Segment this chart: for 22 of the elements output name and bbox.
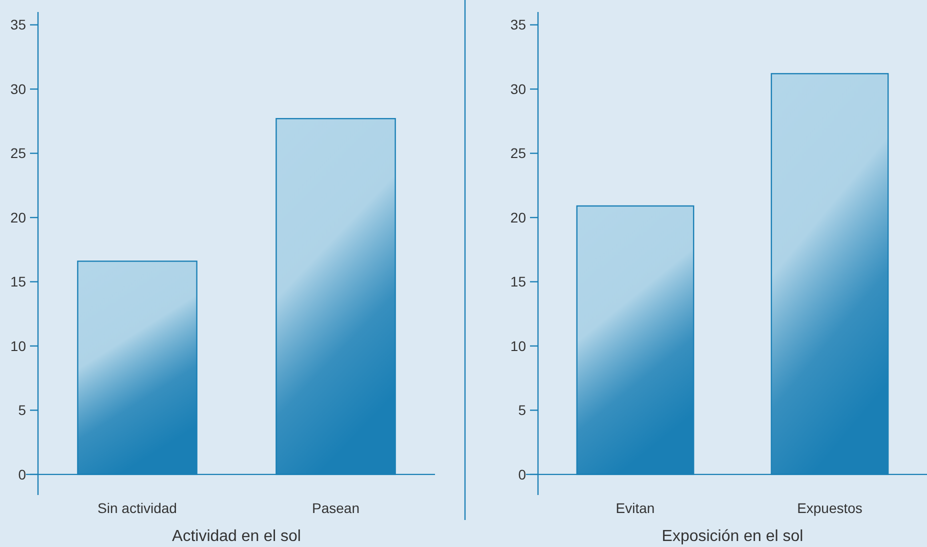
x-tick-label: Sin actividad: [98, 500, 177, 516]
x-tick-label: Expuestos: [797, 500, 862, 516]
y-tick-label: 0: [518, 466, 526, 482]
x-tick-label: Pasean: [312, 500, 360, 516]
x-axis-title: Exposición en el sol: [662, 528, 804, 545]
y-tick-label: 5: [18, 402, 26, 418]
y-tick-label: 35: [510, 16, 526, 33]
y-tick-label: 30: [510, 80, 526, 97]
y-tick-label: 10: [10, 338, 26, 354]
y-tick-label: 25: [510, 145, 526, 162]
y-tick-label: 35: [10, 16, 26, 33]
y-tick-label: 15: [10, 274, 26, 290]
x-axis-title: Actividad en el sol: [172, 528, 301, 545]
y-tick-label: 25: [10, 145, 26, 162]
x-tick-label: Evitan: [616, 500, 655, 516]
y-tick-label: 0: [18, 466, 26, 482]
y-tick-label: 15: [510, 274, 526, 290]
y-tick-label: 30: [10, 80, 26, 97]
y-tick-label: 20: [10, 209, 26, 226]
y-tick-label: 10: [510, 338, 526, 354]
y-tick-label: 5: [518, 402, 526, 418]
y-tick-label: 20: [510, 209, 526, 226]
